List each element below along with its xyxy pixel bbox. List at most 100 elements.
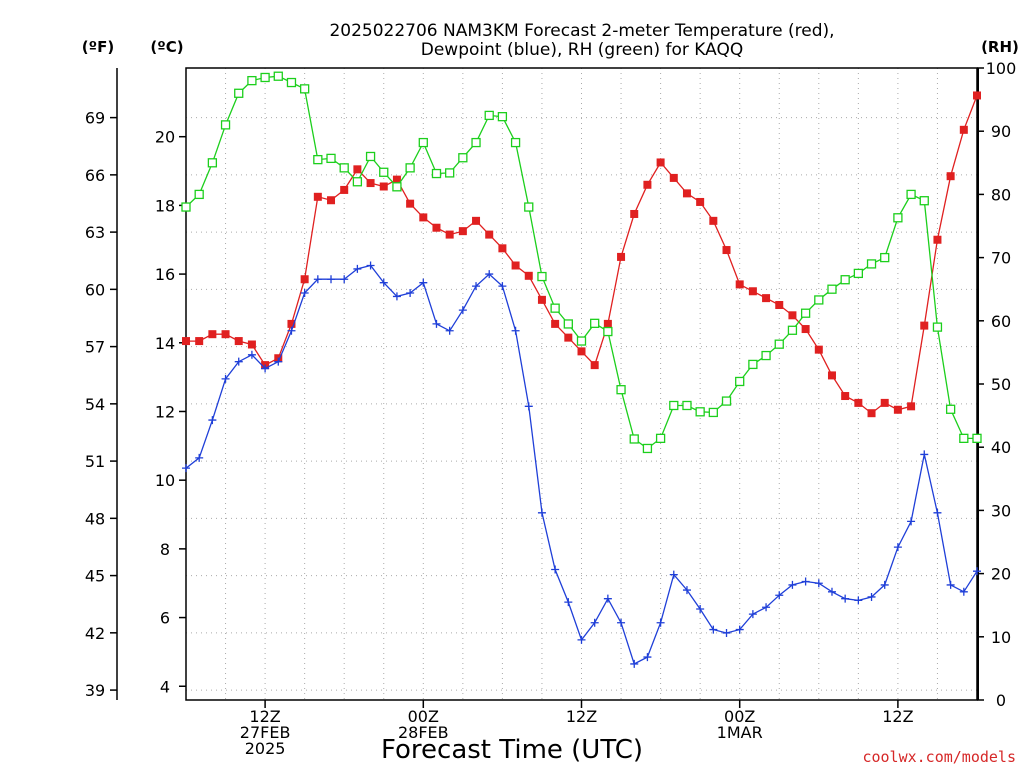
temperature-point <box>669 173 678 182</box>
celsius-tick-label: 12 <box>155 402 175 421</box>
dewpoint-point <box>841 594 850 603</box>
rh-point <box>194 189 204 200</box>
rh-tick-label: 30 <box>991 501 1011 520</box>
temperature-point <box>313 192 322 201</box>
temperature-point <box>511 261 520 270</box>
rh-point <box>273 71 283 81</box>
dewpoint-point <box>907 517 916 526</box>
dewpoint-point <box>696 604 705 613</box>
dewpoint-point <box>867 592 876 601</box>
temperature-point <box>617 252 626 261</box>
rh-point <box>642 443 653 454</box>
tick-labels: 39 42 45 48 51 54 57 60 63 66 69 4 6 8 10 12 14 16 18 20 0 10… <box>85 59 1016 758</box>
dewpoint-point <box>247 350 256 359</box>
temperature-point <box>735 280 744 289</box>
dewpoint-point <box>590 618 599 627</box>
temperature-point <box>907 402 916 411</box>
x-tick-label: 00Z <box>724 707 755 726</box>
dewpoint-point <box>722 629 731 638</box>
temperature-point <box>722 246 731 255</box>
temperature-point <box>524 271 533 280</box>
rh-point <box>431 168 442 179</box>
temperature-point <box>643 180 652 189</box>
dewpoint-point <box>577 635 586 644</box>
celsius-tick-label: 14 <box>155 334 175 353</box>
temperature-point <box>287 319 296 328</box>
x-tick-label: 12Z <box>882 707 913 726</box>
temperature-point <box>880 398 889 407</box>
grid-lines <box>186 68 977 700</box>
rh-point <box>471 137 481 148</box>
temperature-point <box>366 179 375 188</box>
temperature-point <box>406 199 415 208</box>
rh-point <box>708 407 718 418</box>
temperature-point <box>234 337 243 346</box>
rh-point <box>655 433 666 444</box>
rh-point <box>550 303 560 313</box>
dewpoint-point <box>959 587 968 596</box>
rh-point <box>563 319 573 329</box>
x-tick-label: 27FEB <box>240 723 291 742</box>
celsius-tick-label: 6 <box>160 609 170 628</box>
chart-title-line-2: Dewpoint (blue), RH (green) for KAQQ <box>421 40 744 60</box>
rh-point <box>576 336 587 346</box>
temperature-point <box>867 409 876 418</box>
temperature-point <box>933 235 942 244</box>
celsius-tick-label: 16 <box>155 265 175 284</box>
temperature-point <box>788 311 797 320</box>
celsius-unit-label: (ºC) <box>150 38 183 56</box>
temperature-point <box>959 125 968 134</box>
dewpoint-point <box>498 282 507 291</box>
rh-point <box>695 407 705 417</box>
dewpoint-point <box>551 565 560 574</box>
rh-point <box>800 308 811 318</box>
rh-point <box>365 151 376 162</box>
temperature-point <box>841 392 850 401</box>
dewpoint-point <box>630 659 639 668</box>
rh-point <box>814 295 824 305</box>
rh-point <box>840 275 850 285</box>
rh-point <box>313 154 323 165</box>
rh-point <box>524 202 534 212</box>
rh-point <box>247 75 257 86</box>
rh-tick-label: 10 <box>991 628 1011 647</box>
dewpoint-point <box>933 508 942 517</box>
fahrenheit-tick-label: 48 <box>85 509 105 528</box>
temperature-point <box>603 319 612 328</box>
temperature-point <box>419 213 428 222</box>
rh-tick-label: 50 <box>991 375 1011 394</box>
dewpoint-point <box>603 594 612 603</box>
credit-text[interactable]: coolwx.com/models <box>862 748 1016 766</box>
rh-point <box>234 88 244 98</box>
rh-point <box>299 84 310 94</box>
temperature-point <box>392 175 401 184</box>
temperature-point <box>498 244 507 253</box>
dewpoint-point <box>353 264 362 273</box>
rh-point <box>181 202 191 212</box>
x-tick-label: 2025 <box>245 739 286 758</box>
rh-tick-label: 90 <box>991 122 1011 141</box>
fahrenheit-tick-label: 54 <box>85 395 105 414</box>
chart-title-line-1: 2025022706 NAM3KM Forecast 2-meter Tempe… <box>329 21 834 41</box>
temperature-point <box>748 287 757 296</box>
rh-point <box>629 434 639 444</box>
dewpoint-point <box>643 653 652 662</box>
dewpoint-point <box>327 275 336 284</box>
fahrenheit-tick-label: 57 <box>85 338 105 357</box>
celsius-tick-label: 8 <box>160 540 170 559</box>
temperature-point <box>827 371 836 380</box>
dewpoint-point <box>537 508 546 517</box>
rh-point <box>510 137 521 148</box>
dewpoint-point <box>854 596 863 605</box>
rh-point <box>959 433 969 444</box>
dewpoint-point <box>261 364 270 373</box>
temperature-point <box>353 165 362 174</box>
x-tick-label: 12Z <box>249 707 280 726</box>
temperature-point <box>814 345 823 354</box>
rh-tick-label: 60 <box>991 312 1011 331</box>
dewpoint-point <box>195 453 204 462</box>
temperature-point <box>854 398 863 407</box>
rh-point <box>326 153 336 164</box>
rh-point <box>893 213 903 223</box>
